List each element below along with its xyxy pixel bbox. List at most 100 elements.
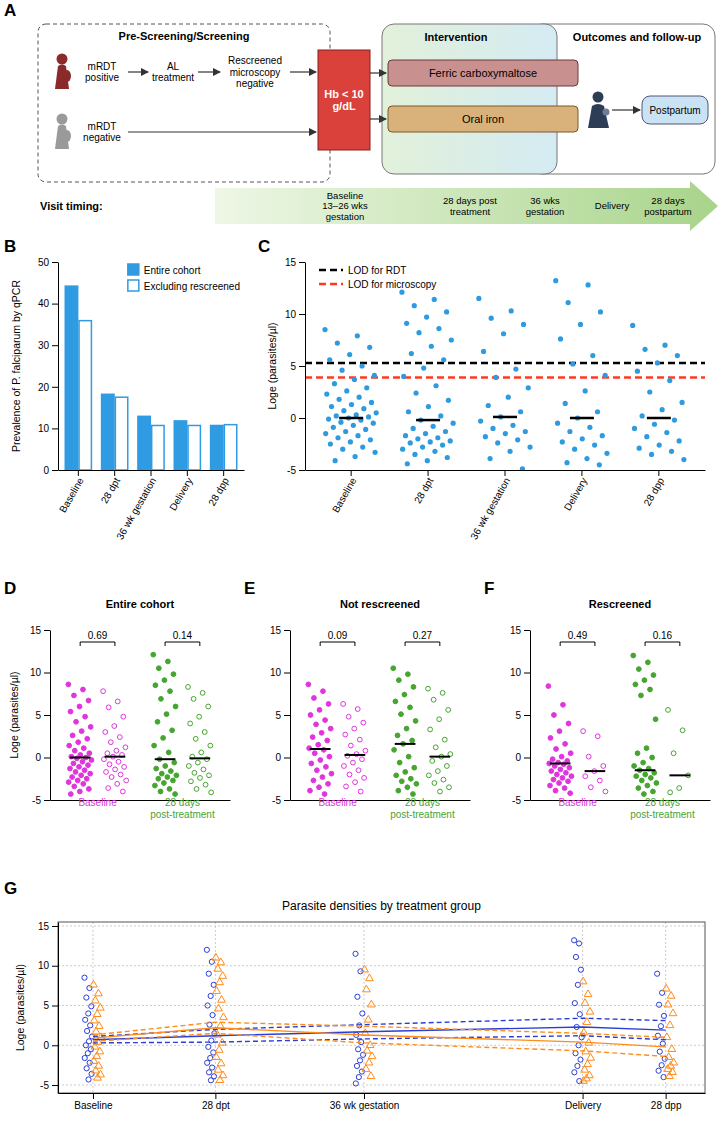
- point: [193, 736, 198, 741]
- point: [665, 1053, 673, 1060]
- point: [656, 1068, 661, 1073]
- tick: -5: [272, 795, 290, 806]
- point: [601, 764, 606, 769]
- point: [406, 754, 411, 759]
- median: [635, 769, 656, 771]
- tick: -5: [512, 795, 530, 806]
- arm-box: [388, 60, 578, 86]
- point: [551, 777, 556, 782]
- point: [603, 373, 608, 378]
- point: [581, 999, 589, 1006]
- point: [90, 980, 98, 987]
- point: [483, 434, 488, 439]
- step-label: mRDTpositive: [85, 61, 119, 83]
- point: [74, 719, 79, 724]
- point: [573, 954, 578, 959]
- point: [210, 1012, 215, 1017]
- tick-mark: [524, 673, 530, 674]
- tick-label: 30: [38, 340, 50, 351]
- tick-label: Baseline: [78, 797, 117, 808]
- point: [590, 353, 595, 358]
- axis: Baseline28 dayspost-treatment: [51, 797, 231, 820]
- point: [208, 743, 213, 748]
- tick-label: 0: [290, 413, 296, 424]
- point: [106, 705, 111, 710]
- point: [359, 363, 364, 368]
- point: [108, 740, 113, 745]
- point: [396, 788, 401, 793]
- axis: 01020304050: [38, 257, 59, 476]
- point: [548, 783, 553, 788]
- tick-label: 15: [270, 625, 282, 636]
- point: [442, 737, 447, 742]
- point: [510, 423, 515, 428]
- point: [86, 787, 91, 792]
- point: [363, 427, 368, 432]
- bracket: [645, 642, 680, 646]
- point: [115, 781, 120, 786]
- points: [306, 666, 453, 797]
- point: [503, 431, 508, 436]
- panel-label: B: [4, 237, 16, 256]
- tick: 5: [43, 1000, 58, 1011]
- visit-label: Baseline13–26 wksgestation: [322, 190, 368, 222]
- point: [213, 987, 221, 994]
- point: [489, 316, 494, 321]
- bar: [152, 425, 164, 470]
- tick-mark: [44, 673, 50, 674]
- point: [412, 765, 417, 770]
- point: [88, 725, 93, 730]
- point: [328, 441, 333, 446]
- point: [162, 678, 167, 683]
- point: [353, 454, 358, 459]
- point: [168, 689, 173, 694]
- tick-label: -5: [40, 1080, 49, 1091]
- point: [636, 667, 641, 672]
- point: [408, 440, 413, 445]
- point: [487, 456, 492, 461]
- point: [633, 682, 638, 687]
- point: [437, 717, 442, 722]
- line: [93, 1028, 666, 1047]
- axis: Baseline28 dpt36 wk gestationDelivery28 …: [59, 1093, 706, 1111]
- grid-line: [58, 1045, 705, 1046]
- axis: Baseline28 dayspost-treatment: [531, 797, 711, 820]
- tick-label: 28 dpt: [412, 476, 436, 506]
- tick-mark: [299, 470, 305, 471]
- bar: [138, 416, 150, 470]
- point: [435, 769, 440, 774]
- point: [348, 439, 353, 444]
- axis: -5051015: [285, 257, 306, 476]
- point: [83, 1017, 88, 1022]
- tick-label: Delivery: [562, 476, 590, 513]
- point: [501, 331, 506, 336]
- point: [94, 1073, 102, 1080]
- tick: 36 wk gestation: [114, 470, 158, 541]
- point: [201, 767, 206, 772]
- p-value: 0.09: [328, 630, 348, 641]
- point: [363, 748, 368, 753]
- point: [346, 714, 351, 719]
- point: [559, 754, 564, 759]
- point: [446, 708, 451, 713]
- point: [212, 1053, 220, 1060]
- tick: 36 wk gestation: [468, 470, 512, 541]
- point: [451, 421, 456, 426]
- point: [520, 466, 525, 470]
- tick: 20: [38, 382, 58, 393]
- point: [93, 1010, 101, 1017]
- point: [478, 419, 483, 424]
- tick-label: 28 dpp: [641, 475, 666, 507]
- point: [642, 792, 647, 797]
- point: [329, 404, 334, 409]
- point: [92, 1027, 100, 1034]
- point: [399, 779, 404, 784]
- tick: Delivery: [562, 470, 590, 512]
- criterion-label: Hb < 10g/dL: [324, 88, 363, 112]
- point: [352, 726, 357, 731]
- panel-label: G: [4, 879, 17, 898]
- point: [306, 682, 311, 687]
- tick: 15: [38, 921, 58, 932]
- tick-mark: [52, 1085, 58, 1086]
- tick: -5: [287, 465, 305, 476]
